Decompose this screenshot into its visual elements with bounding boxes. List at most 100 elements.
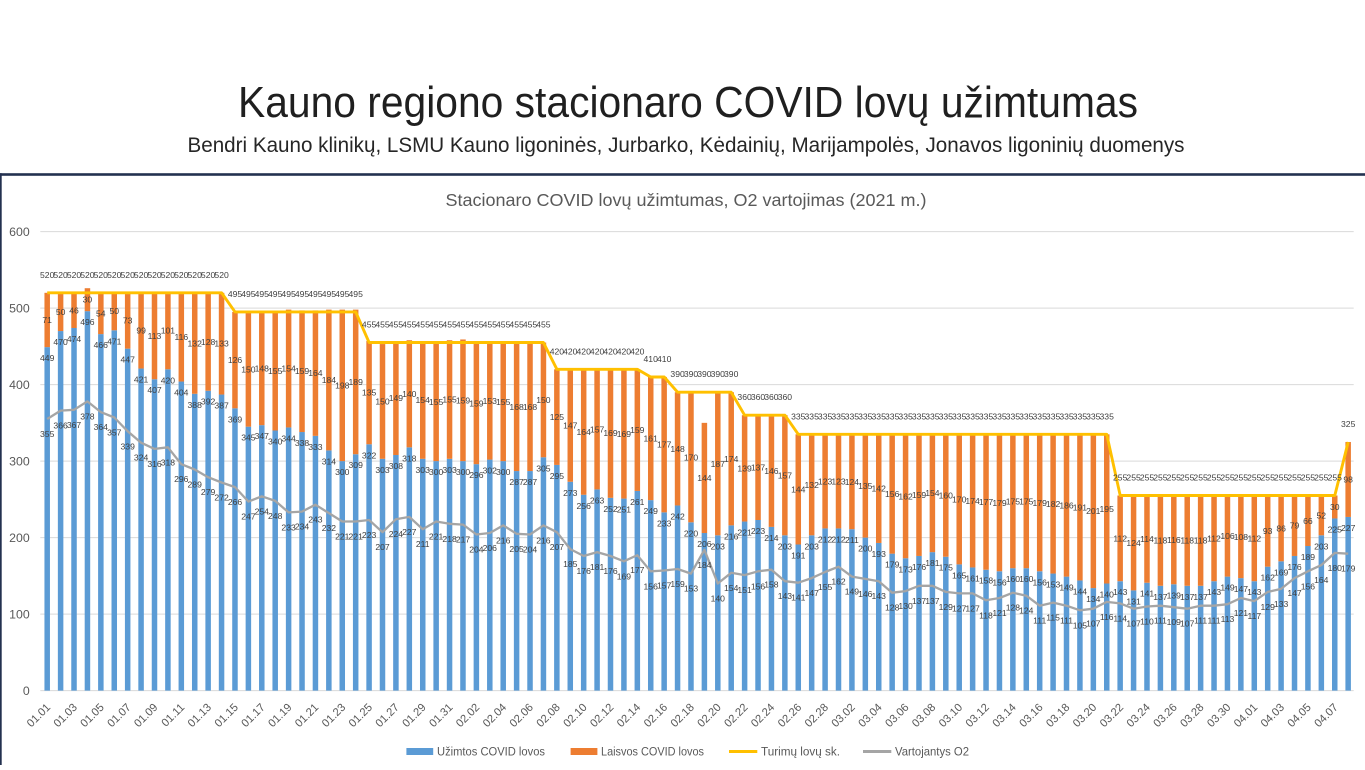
svg-text:157: 157 (778, 470, 793, 480)
svg-text:255: 255 (1314, 473, 1329, 483)
svg-text:137: 137 (1193, 592, 1208, 602)
svg-text:355: 355 (40, 429, 55, 439)
svg-text:335: 335 (885, 411, 900, 421)
svg-text:177: 177 (657, 440, 672, 450)
svg-text:335: 335 (965, 411, 980, 421)
svg-text:106: 106 (1220, 531, 1235, 541)
svg-text:157: 157 (590, 424, 605, 434)
svg-text:139: 139 (737, 463, 752, 473)
svg-text:335: 335 (872, 411, 887, 421)
svg-text:149: 149 (1220, 583, 1235, 593)
svg-text:159: 159 (469, 398, 484, 408)
svg-text:255: 255 (1234, 473, 1249, 483)
svg-text:181: 181 (925, 558, 940, 568)
svg-text:200: 200 (9, 531, 30, 545)
svg-text:335: 335 (805, 411, 820, 421)
svg-text:137: 137 (1180, 592, 1195, 602)
svg-text:176: 176 (912, 562, 927, 572)
svg-text:255: 255 (1328, 473, 1343, 483)
svg-text:113: 113 (1221, 614, 1235, 624)
svg-text:118: 118 (1180, 536, 1194, 546)
svg-text:116: 116 (1167, 535, 1181, 545)
svg-text:147: 147 (563, 421, 578, 431)
svg-text:129: 129 (939, 602, 954, 612)
svg-text:520: 520 (121, 270, 136, 280)
svg-text:121: 121 (992, 608, 1007, 618)
svg-text:150: 150 (241, 364, 256, 374)
svg-text:127: 127 (965, 603, 980, 613)
svg-text:132: 132 (805, 480, 820, 490)
svg-text:420: 420 (563, 346, 578, 356)
svg-text:272: 272 (214, 493, 229, 503)
svg-text:156: 156 (1033, 577, 1048, 587)
svg-text:146: 146 (764, 466, 779, 476)
svg-text:173: 173 (898, 564, 913, 574)
svg-text:322: 322 (362, 450, 377, 460)
svg-text:144: 144 (1073, 586, 1088, 596)
svg-text:50: 50 (56, 307, 66, 317)
svg-text:154: 154 (724, 583, 739, 593)
svg-text:421: 421 (134, 375, 149, 385)
svg-text:335: 335 (925, 411, 940, 421)
svg-text:175: 175 (1019, 496, 1034, 506)
svg-text:184: 184 (697, 560, 712, 570)
svg-text:303: 303 (416, 465, 431, 475)
svg-text:162: 162 (898, 491, 913, 501)
svg-text:111: 111 (1154, 616, 1167, 626)
svg-text:170: 170 (684, 452, 699, 462)
svg-text:185: 185 (563, 559, 578, 569)
svg-text:300: 300 (9, 454, 30, 468)
svg-text:128: 128 (201, 337, 216, 347)
svg-text:335: 335 (1059, 411, 1074, 421)
svg-text:296: 296 (469, 470, 484, 480)
svg-text:164: 164 (577, 427, 592, 437)
svg-text:156: 156 (1301, 581, 1316, 591)
svg-text:111: 111 (1033, 616, 1046, 626)
svg-text:198: 198 (335, 380, 350, 390)
svg-text:164: 164 (308, 368, 323, 378)
svg-text:360: 360 (737, 392, 752, 402)
svg-text:153: 153 (1046, 580, 1061, 590)
svg-text:289: 289 (188, 480, 203, 490)
svg-text:147: 147 (1287, 588, 1302, 598)
svg-text:520: 520 (80, 270, 95, 280)
svg-text:158: 158 (979, 576, 994, 586)
svg-text:142: 142 (872, 484, 887, 494)
svg-text:113: 113 (148, 331, 162, 341)
svg-text:455: 455 (469, 320, 484, 330)
svg-text:314: 314 (322, 456, 337, 466)
svg-text:109: 109 (1167, 617, 1182, 627)
svg-text:347: 347 (255, 431, 270, 441)
svg-text:287: 287 (509, 477, 524, 487)
svg-text:154: 154 (925, 488, 940, 498)
svg-text:340: 340 (268, 437, 283, 447)
svg-text:Bendri Kauno klinikų, LSMU Kau: Bendri Kauno klinikų, LSMU Kauno ligonin… (188, 134, 1185, 157)
svg-text:107: 107 (1126, 619, 1141, 629)
svg-text:263: 263 (590, 495, 605, 505)
svg-text:0: 0 (23, 684, 30, 698)
svg-text:154: 154 (416, 395, 431, 405)
svg-text:159: 159 (630, 425, 645, 435)
svg-text:93: 93 (1263, 526, 1273, 536)
svg-text:174: 174 (965, 496, 980, 506)
svg-text:156: 156 (644, 581, 659, 591)
svg-text:496: 496 (80, 317, 95, 327)
svg-text:455: 455 (496, 320, 511, 330)
svg-text:153: 153 (684, 584, 699, 594)
svg-text:335: 335 (979, 411, 994, 421)
svg-text:107: 107 (1180, 619, 1195, 629)
svg-text:335: 335 (858, 411, 873, 421)
svg-text:189: 189 (349, 377, 364, 387)
svg-text:124: 124 (845, 477, 860, 487)
svg-text:227: 227 (402, 527, 417, 537)
svg-text:378: 378 (80, 411, 95, 421)
svg-text:161: 161 (965, 573, 980, 583)
svg-text:111: 111 (1194, 616, 1207, 626)
svg-text:261: 261 (630, 497, 645, 507)
svg-text:520: 520 (107, 270, 122, 280)
svg-text:174: 174 (724, 454, 739, 464)
svg-text:211: 211 (845, 535, 859, 545)
svg-text:233: 233 (657, 518, 672, 528)
svg-text:303: 303 (375, 465, 390, 475)
svg-text:420: 420 (630, 346, 645, 356)
